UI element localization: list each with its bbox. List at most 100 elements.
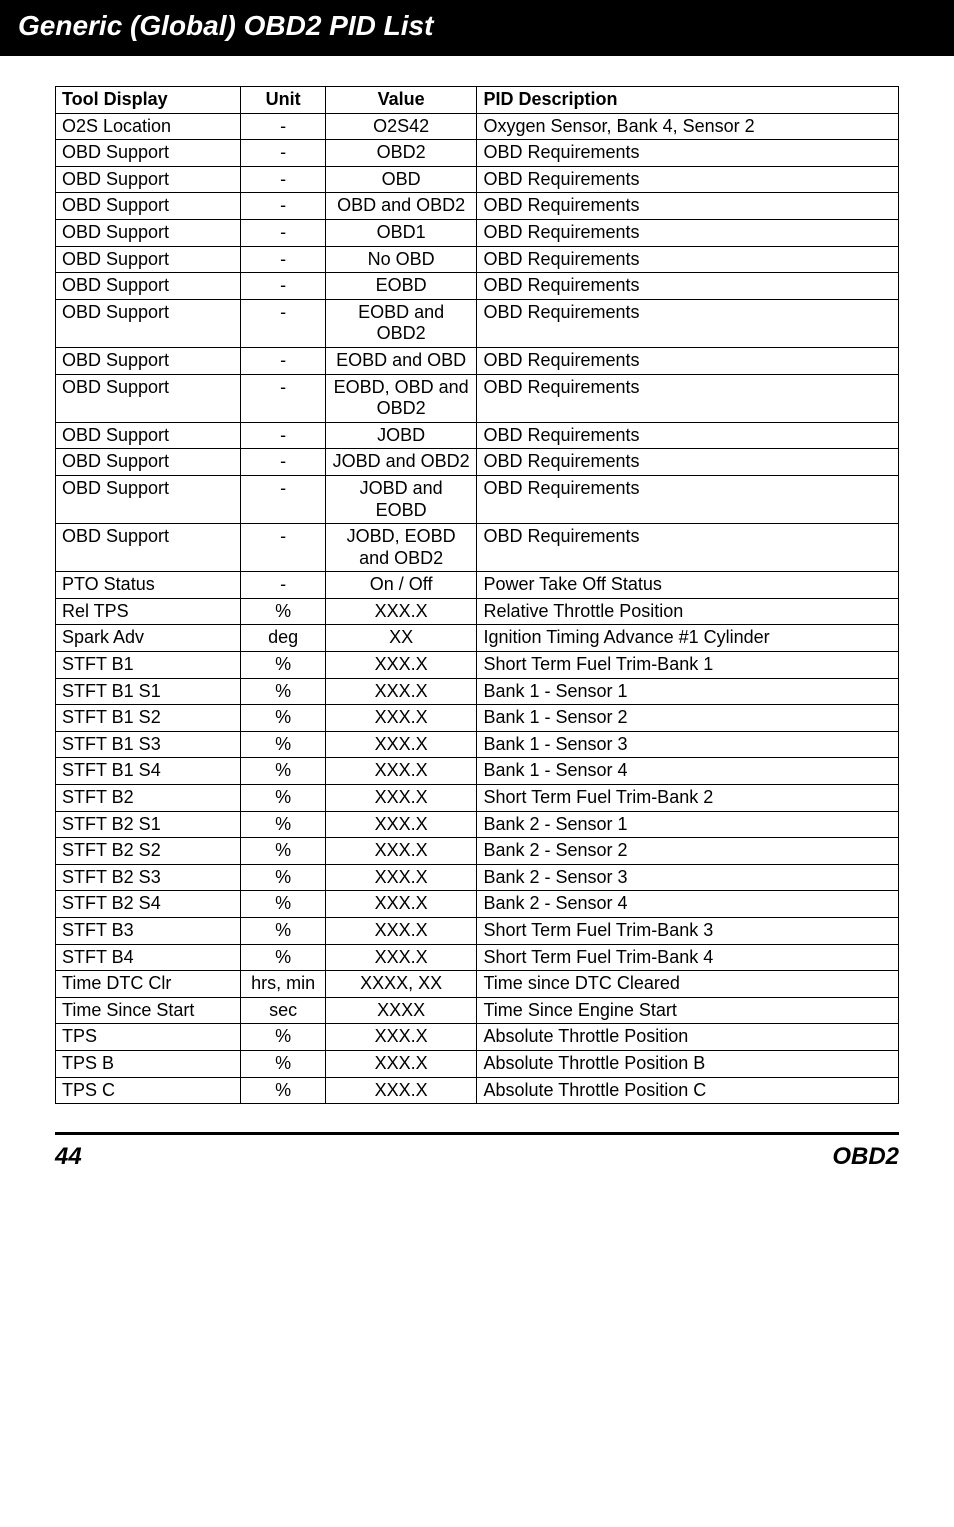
table-row: OBD Support-JOBD and EOBDOBD Requirement… <box>56 475 899 523</box>
table-row: STFT B2 S4%XXX.XBank 2 - Sensor 4 <box>56 891 899 918</box>
table-cell: Absolute Throttle Position <box>477 1024 899 1051</box>
table-cell: XXX.X <box>325 731 477 758</box>
table-cell: OBD Support <box>56 374 241 422</box>
table-cell: OBD Support <box>56 524 241 572</box>
table-cell: - <box>241 193 325 220</box>
table-cell: OBD Requirements <box>477 246 899 273</box>
table-row: OBD Support-EOBDOBD Requirements <box>56 273 899 300</box>
table-cell: XXX.X <box>325 1024 477 1051</box>
table-row: OBD Support-OBDOBD Requirements <box>56 166 899 193</box>
table-row: STFT B1 S2%XXX.XBank 1 - Sensor 2 <box>56 705 899 732</box>
page-number: 44 <box>55 1143 82 1171</box>
table-cell: Bank 2 - Sensor 1 <box>477 811 899 838</box>
table-cell: % <box>241 811 325 838</box>
table-cell: deg <box>241 625 325 652</box>
table-cell: Power Take Off Status <box>477 572 899 599</box>
table-cell: % <box>241 1077 325 1104</box>
table-cell: Absolute Throttle Position B <box>477 1050 899 1077</box>
table-cell: STFT B1 S4 <box>56 758 241 785</box>
table-row: Rel TPS%XXX.XRelative Throttle Position <box>56 598 899 625</box>
table-cell: O2S42 <box>325 113 477 140</box>
table-cell: Rel TPS <box>56 598 241 625</box>
table-cell: STFT B2 S1 <box>56 811 241 838</box>
table-cell: OBD Requirements <box>477 347 899 374</box>
table-row: OBD Support-JOBDOBD Requirements <box>56 422 899 449</box>
table-row: STFT B4%XXX.XShort Term Fuel Trim-Bank 4 <box>56 944 899 971</box>
table-cell: XX <box>325 625 477 652</box>
table-cell: - <box>241 219 325 246</box>
table-cell: Time Since Start <box>56 997 241 1024</box>
table-cell: hrs, min <box>241 971 325 998</box>
table-cell: XXX.X <box>325 891 477 918</box>
col-header-pid-description: PID Description <box>477 87 899 114</box>
table-cell: Short Term Fuel Trim-Bank 2 <box>477 785 899 812</box>
table-cell: EOBD, OBD and OBD2 <box>325 374 477 422</box>
table-cell: - <box>241 299 325 347</box>
table-cell: STFT B2 S2 <box>56 838 241 865</box>
table-cell: STFT B2 S3 <box>56 864 241 891</box>
table-row: TPS B%XXX.XAbsolute Throttle Position B <box>56 1050 899 1077</box>
table-cell: STFT B1 S3 <box>56 731 241 758</box>
table-cell: XXXX, XX <box>325 971 477 998</box>
table-cell: OBD Support <box>56 299 241 347</box>
table-cell: - <box>241 140 325 167</box>
table-cell: OBD Support <box>56 449 241 476</box>
table-cell: XXX.X <box>325 758 477 785</box>
table-cell: OBD1 <box>325 219 477 246</box>
table-cell: - <box>241 113 325 140</box>
table-cell: sec <box>241 997 325 1024</box>
table-cell: XXX.X <box>325 652 477 679</box>
table-cell: Oxygen Sensor, Bank 4, Sensor 2 <box>477 113 899 140</box>
table-cell: - <box>241 273 325 300</box>
table-row: STFT B1 S1%XXX.XBank 1 - Sensor 1 <box>56 678 899 705</box>
table-row: PTO Status-On / OffPower Take Off Status <box>56 572 899 599</box>
table-cell: OBD Support <box>56 140 241 167</box>
table-cell: - <box>241 422 325 449</box>
table-row: OBD Support-EOBD, OBD and OBD2OBD Requir… <box>56 374 899 422</box>
table-cell: XXX.X <box>325 864 477 891</box>
table-row: TPS%XXX.XAbsolute Throttle Position <box>56 1024 899 1051</box>
table-row: Time Since StartsecXXXXTime Since Engine… <box>56 997 899 1024</box>
table-cell: TPS B <box>56 1050 241 1077</box>
table-row: OBD Support-OBD1OBD Requirements <box>56 219 899 246</box>
table-row: Time DTC Clrhrs, minXXXX, XXTime since D… <box>56 971 899 998</box>
footer-label: OBD2 <box>832 1143 899 1171</box>
table-cell: % <box>241 918 325 945</box>
table-cell: Ignition Timing Advance #1 Cylinder <box>477 625 899 652</box>
table-row: OBD Support-JOBD and OBD2OBD Requirement… <box>56 449 899 476</box>
table-row: O2S Location-O2S42Oxygen Sensor, Bank 4,… <box>56 113 899 140</box>
table-cell: Time Since Engine Start <box>477 997 899 1024</box>
table-cell: XXX.X <box>325 918 477 945</box>
table-cell: Time DTC Clr <box>56 971 241 998</box>
table-cell: XXX.X <box>325 838 477 865</box>
table-cell: % <box>241 864 325 891</box>
table-cell: % <box>241 838 325 865</box>
table-row: OBD Support-JOBD, EOBD and OBD2OBD Requi… <box>56 524 899 572</box>
table-cell: XXX.X <box>325 705 477 732</box>
table-cell: STFT B4 <box>56 944 241 971</box>
table-cell: - <box>241 475 325 523</box>
table-cell: % <box>241 705 325 732</box>
table-cell: Bank 1 - Sensor 2 <box>477 705 899 732</box>
table-cell: % <box>241 678 325 705</box>
table-cell: - <box>241 347 325 374</box>
table-row: STFT B2 S3%XXX.XBank 2 - Sensor 3 <box>56 864 899 891</box>
table-cell: PTO Status <box>56 572 241 599</box>
table-cell: OBD Requirements <box>477 374 899 422</box>
table-cell: Time since DTC Cleared <box>477 971 899 998</box>
table-cell: OBD Requirements <box>477 140 899 167</box>
table-cell: TPS <box>56 1024 241 1051</box>
table-cell: Bank 2 - Sensor 4 <box>477 891 899 918</box>
table-cell: JOBD and OBD2 <box>325 449 477 476</box>
table-cell: Short Term Fuel Trim-Bank 4 <box>477 944 899 971</box>
table-cell: % <box>241 598 325 625</box>
table-row: STFT B1%XXX.XShort Term Fuel Trim-Bank 1 <box>56 652 899 679</box>
table-cell: OBD Requirements <box>477 422 899 449</box>
table-cell: OBD <box>325 166 477 193</box>
table-cell: XXX.X <box>325 678 477 705</box>
table-cell: % <box>241 785 325 812</box>
table-cell: - <box>241 166 325 193</box>
table-cell: Bank 1 - Sensor 4 <box>477 758 899 785</box>
table-cell: JOBD, EOBD and OBD2 <box>325 524 477 572</box>
table-cell: Bank 2 - Sensor 2 <box>477 838 899 865</box>
